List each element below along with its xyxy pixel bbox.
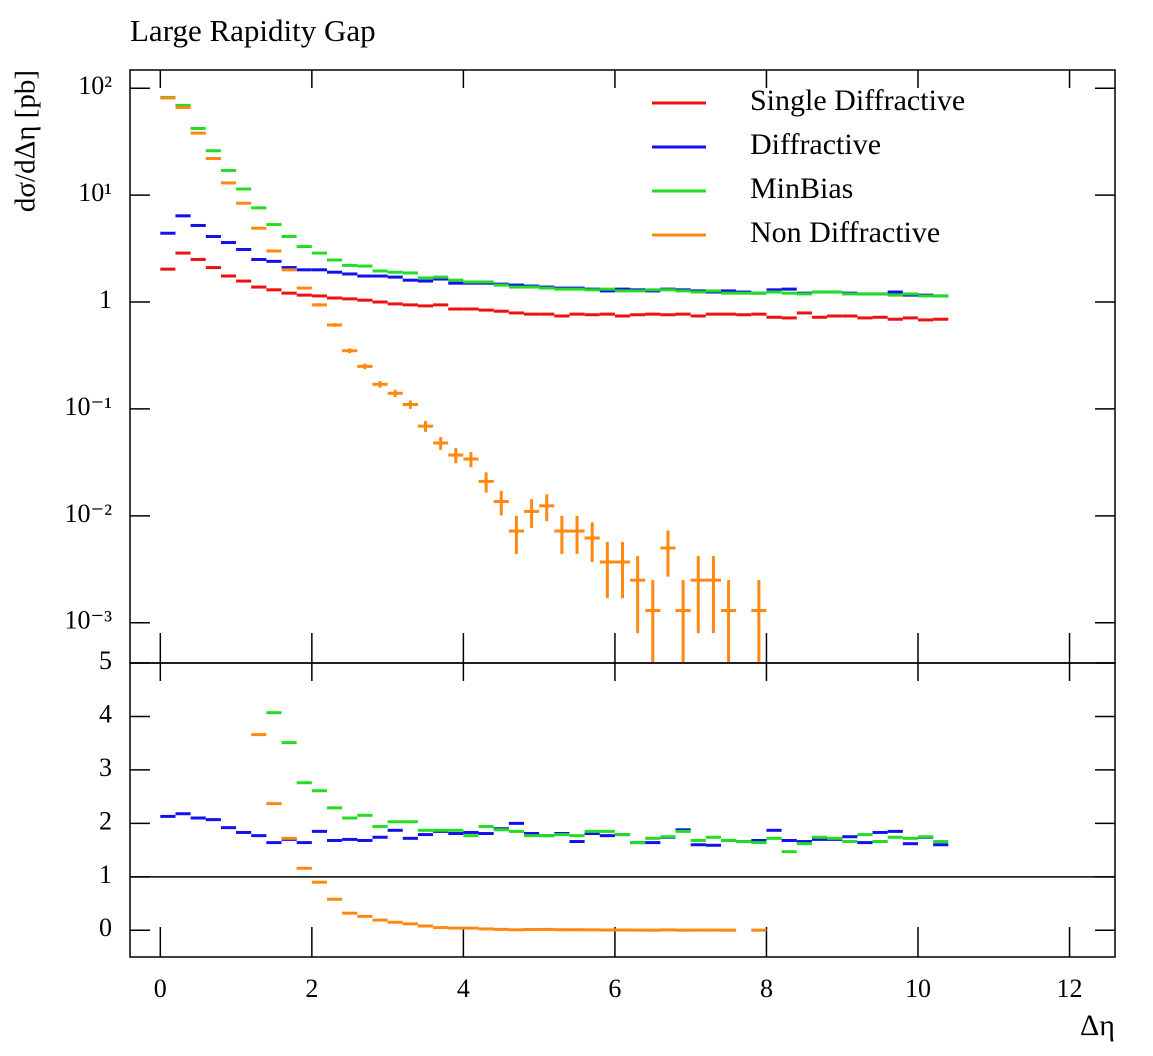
y-tick-label: 3 (99, 753, 112, 782)
y-tick-label: 1 (99, 860, 112, 889)
y-axis-label: dσ/dΔη [pb] (10, 70, 42, 212)
y-tick-label: 2 (99, 806, 112, 835)
y-tick-label: 0 (99, 913, 112, 942)
y-tick-label: 5 (99, 646, 112, 675)
y-tick-label: 4 (99, 699, 112, 728)
legend-label: Single Diffractive (750, 84, 965, 117)
y-tick-label: 1 (99, 285, 112, 314)
plot-area (130, 711, 1115, 932)
x-tick-label: 0 (154, 974, 167, 1003)
y-tick-label: 10⁻³ (64, 606, 112, 635)
x-tick-label: 10 (905, 974, 931, 1003)
legend-label: Non Diffractive (750, 216, 940, 249)
x-tick-label: 8 (760, 974, 773, 1003)
legend-label: Diffractive (750, 128, 881, 161)
chart-title: Large Rapidity Gap (130, 13, 376, 48)
y-tick-label: 10⁻¹ (64, 392, 112, 421)
y-tick-label: 10² (78, 71, 112, 100)
plot-area (160, 95, 949, 663)
y-tick-label: 10¹ (78, 178, 112, 207)
legend-label: MinBias (750, 172, 853, 205)
x-tick-label: 4 (457, 974, 470, 1003)
plot-frame (129, 662, 1116, 958)
x-tick-label: 6 (608, 974, 621, 1003)
x-tick-label: 2 (305, 974, 318, 1003)
x-tick-label: 12 (1057, 974, 1083, 1003)
x-axis-label: Δη (1080, 1009, 1115, 1042)
y-tick-label: 10⁻² (64, 499, 112, 528)
